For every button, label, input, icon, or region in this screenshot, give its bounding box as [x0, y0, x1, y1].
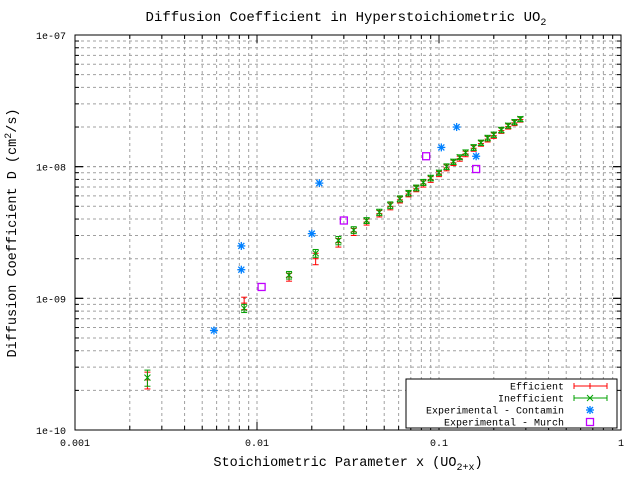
- y-tick-label: 1e-10: [36, 427, 66, 438]
- asterisk-marker: [308, 230, 316, 238]
- data-points: [144, 115, 524, 390]
- x-marker: [405, 189, 412, 197]
- x-marker: [435, 169, 443, 177]
- x-marker: [443, 163, 450, 171]
- x-axis-label: Stoichiometric Parameter x (UO2+x): [213, 456, 482, 474]
- x-marker: [450, 158, 457, 166]
- x-icon: [586, 394, 594, 402]
- series-inefficient: [144, 115, 524, 387]
- x-marker: [504, 122, 512, 129]
- x-marker: [144, 374, 151, 381]
- x-tick-label: 0.1: [430, 439, 448, 450]
- legend-box: [405, 378, 618, 429]
- x-marker: [462, 149, 469, 156]
- x-marker: [477, 139, 485, 147]
- x-marker: [396, 195, 404, 203]
- x-tick-label: 1: [618, 439, 624, 450]
- x-marker: [419, 179, 427, 186]
- x-marker: [285, 271, 293, 279]
- x-marker: [412, 184, 420, 192]
- chart-title: Diffusion Coefficient in Hyperstoichiome…: [146, 10, 547, 29]
- y-tick-label: 1e-08: [36, 164, 66, 175]
- asterisk-marker: [237, 266, 245, 274]
- legend-label: Efficient: [510, 382, 564, 394]
- square-marker: [471, 164, 481, 174]
- asterisk-marker: [453, 123, 461, 131]
- asterisk-marker: [210, 327, 218, 334]
- x-tick-labels: 0.001 0.01 0.1 1: [60, 439, 624, 450]
- legend-label: Experimental - Murch: [444, 418, 564, 430]
- x-tick-label: 0.001: [60, 439, 90, 450]
- y-tick-label: 1e-07: [36, 32, 66, 43]
- x-marker: [470, 144, 477, 151]
- square-marker: [422, 152, 431, 161]
- square-icon: [585, 417, 595, 427]
- asterisk-icon: [586, 406, 594, 414]
- x-marker: [497, 126, 505, 134]
- square-marker: [257, 282, 266, 292]
- asterisk-marker: [472, 152, 480, 160]
- asterisk-marker: [237, 242, 245, 250]
- y-axis-label: Diffusion Coefficient D (cm2/s): [4, 108, 21, 357]
- grid-lines: [75, 35, 621, 430]
- x-marker: [490, 131, 498, 139]
- asterisk-marker: [315, 179, 323, 187]
- x-marker: [312, 249, 319, 257]
- series-experimental-murch: [257, 152, 481, 292]
- plot-frame: [74, 34, 622, 431]
- x-marker: [240, 304, 248, 312]
- x-marker: [386, 201, 394, 209]
- y-tick-label: 1e-09: [36, 295, 66, 306]
- x-tick-label: 0.01: [245, 439, 269, 450]
- series-experimental-contamin: [209, 123, 481, 335]
- legend-label: Experimental - Contamin: [426, 406, 564, 418]
- x-marker: [375, 208, 383, 216]
- legend-label: Inefficient: [498, 394, 564, 406]
- square-marker: [339, 216, 348, 225]
- x-marker: [511, 118, 518, 126]
- x-marker: [427, 174, 435, 182]
- x-marker: [484, 134, 491, 142]
- x-marker: [363, 217, 370, 224]
- x-marker: [335, 237, 342, 244]
- x-marker: [456, 153, 464, 161]
- x-marker: [517, 115, 524, 123]
- y-tick-labels: 1e-10 1e-09 1e-08 1e-07: [36, 32, 66, 438]
- asterisk-marker: [437, 143, 445, 151]
- x-marker: [350, 226, 358, 234]
